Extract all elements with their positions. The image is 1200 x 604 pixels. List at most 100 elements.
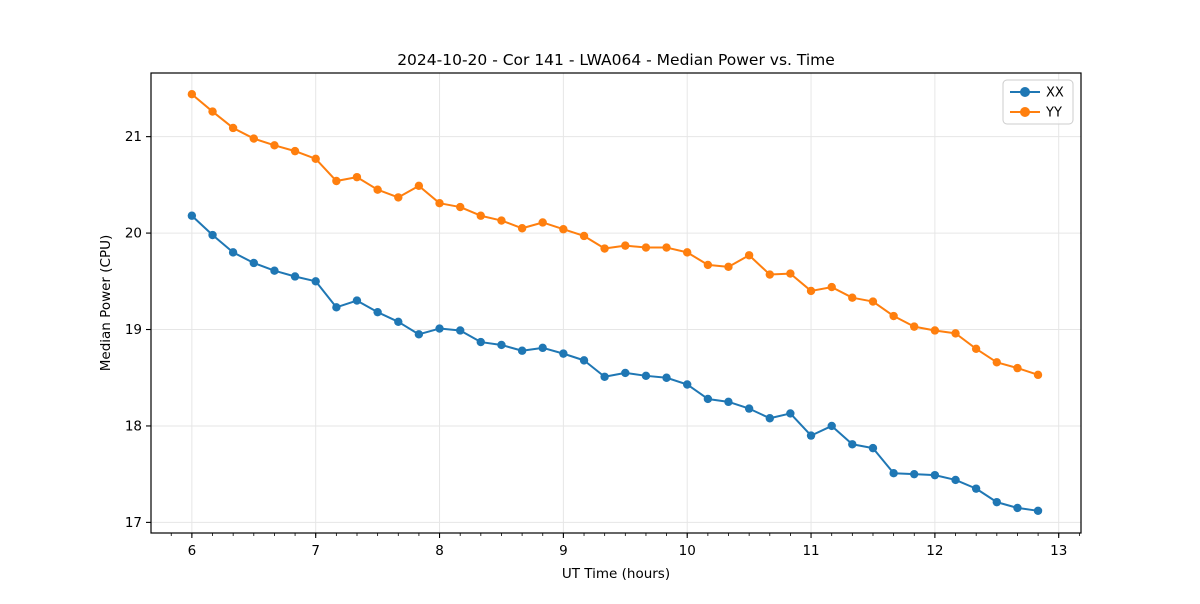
data-point	[249, 134, 258, 143]
series-xx	[187, 211, 1043, 516]
data-point	[662, 243, 671, 252]
data-point	[992, 497, 1001, 507]
data-point	[476, 337, 485, 347]
data-point	[889, 469, 898, 478]
data-point	[208, 230, 217, 240]
data-point	[724, 262, 733, 272]
data-point	[621, 368, 630, 378]
data-point	[848, 293, 857, 302]
data-point	[868, 443, 878, 453]
data-point	[311, 277, 320, 286]
data-point	[992, 358, 1001, 367]
x-axis-label: UT Time (hours)	[562, 566, 670, 582]
data-point	[909, 322, 919, 331]
data-point	[538, 343, 547, 353]
data-point	[517, 346, 527, 355]
data-point	[744, 404, 754, 413]
data-point	[270, 266, 279, 275]
y-tick-label: 21	[125, 129, 142, 145]
data-point	[290, 146, 300, 156]
data-point	[683, 380, 692, 389]
data-point	[806, 431, 816, 440]
data-point	[352, 296, 362, 305]
data-point	[951, 329, 960, 338]
data-point	[538, 218, 547, 227]
data-point	[579, 231, 589, 241]
data-point	[456, 202, 465, 212]
y-tick-label: 17	[125, 515, 142, 531]
data-point	[889, 311, 898, 321]
data-point	[765, 414, 775, 423]
x-tick-label: 6	[188, 543, 197, 559]
data-point	[497, 216, 506, 225]
data-point	[249, 258, 258, 268]
data-point	[806, 286, 816, 296]
data-point	[332, 176, 341, 186]
data-point	[703, 260, 713, 270]
x-tick-label: 13	[1050, 543, 1067, 559]
legend-item-yy: YY	[1010, 106, 1062, 121]
data-point	[930, 470, 940, 480]
y-tick-label: 18	[125, 418, 142, 434]
data-point	[786, 269, 795, 278]
series-yy	[187, 90, 1043, 380]
data-point	[744, 251, 754, 260]
data-point	[394, 193, 403, 202]
plot-frame	[150, 72, 1082, 534]
data-point	[848, 440, 857, 449]
data-point	[600, 244, 609, 253]
data-point	[868, 297, 878, 306]
data-point	[930, 326, 940, 335]
data-point	[352, 172, 362, 182]
data-point	[290, 272, 300, 281]
data-point	[579, 356, 589, 365]
grid	[151, 73, 1081, 533]
x-tick-label: 12	[926, 543, 943, 559]
data-point	[600, 372, 609, 381]
legend-label: XX	[1046, 86, 1064, 101]
data-point	[621, 241, 630, 250]
data-point	[641, 371, 651, 381]
data-point	[311, 154, 320, 164]
x-tick-label: 11	[802, 543, 819, 559]
data-point	[1033, 506, 1043, 516]
data-point	[827, 421, 836, 431]
data-point	[909, 469, 919, 479]
axes: 6 7 8 9 10 11 12 13 17 18 19 20 21	[125, 72, 1082, 559]
data-point	[435, 198, 444, 208]
legend-marker	[1020, 107, 1030, 117]
data-point	[971, 344, 981, 354]
data-point	[517, 224, 527, 233]
data-point	[456, 326, 465, 335]
data-point	[228, 123, 238, 133]
data-point	[641, 243, 651, 252]
data-point	[373, 185, 382, 194]
data-point	[786, 409, 795, 418]
y-tick-label: 20	[125, 226, 142, 242]
data-point	[559, 225, 568, 234]
x-tick-label: 7	[311, 543, 320, 559]
legend-marker	[1020, 87, 1030, 97]
data-point	[208, 107, 217, 116]
data-point	[187, 90, 197, 99]
data-point	[724, 397, 733, 407]
data-point	[228, 248, 238, 257]
data-point	[270, 141, 279, 150]
x-tick-label: 9	[559, 543, 568, 559]
data-point	[1013, 363, 1022, 373]
data-point	[332, 303, 341, 312]
data-point	[951, 475, 960, 485]
data-point	[765, 270, 775, 279]
data-point	[187, 211, 197, 220]
data-point	[435, 324, 444, 333]
data-point	[1013, 503, 1022, 513]
data-point	[703, 394, 713, 404]
data-point	[476, 211, 485, 220]
data-point	[414, 181, 424, 191]
data-point	[497, 340, 506, 350]
data-point	[559, 349, 568, 358]
data-point	[971, 484, 981, 493]
series-line	[191, 214, 1039, 512]
chart-title: 2024-10-20 - Cor 141 - LWA064 - Median P…	[397, 51, 835, 69]
